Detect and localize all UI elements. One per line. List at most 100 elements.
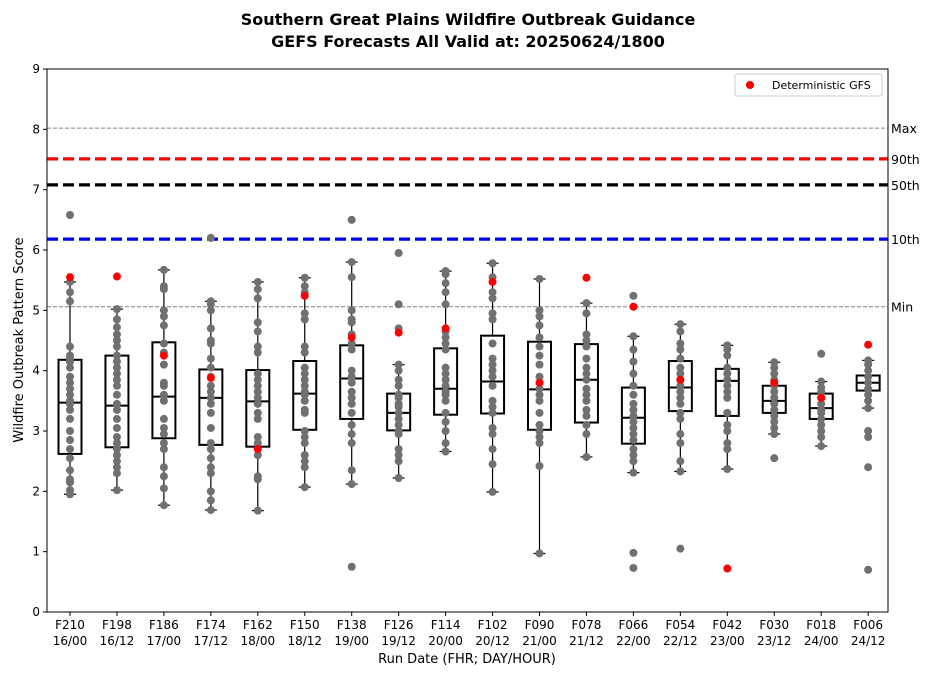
member-point: [112, 342, 121, 351]
member-point: [66, 445, 74, 454]
member-point: [488, 315, 497, 324]
deterministic-point: [441, 324, 450, 333]
y-tick-label: 1: [32, 545, 40, 559]
member-point: [66, 288, 74, 297]
member-point: [66, 363, 74, 372]
member-point: [112, 405, 121, 414]
member-point: [394, 390, 403, 399]
x-tick-label-fhr: F198: [102, 618, 132, 632]
member-point: [300, 309, 309, 318]
deterministic-point: [347, 333, 356, 342]
deterministic-point: [676, 375, 685, 384]
member-point: [300, 433, 309, 442]
member-point: [441, 333, 450, 342]
member-point: [206, 496, 215, 505]
member-point: [864, 384, 873, 393]
member-point: [347, 366, 356, 375]
member-point: [770, 423, 779, 432]
legend: Deterministic GFS: [734, 73, 883, 97]
deterministic-point: [535, 378, 544, 387]
member-point: [159, 390, 168, 399]
x-tick-label-fhr: F006: [853, 618, 883, 632]
deterministic-point: [300, 291, 309, 300]
member-point: [66, 486, 74, 495]
x-tick-label-fhr: F030: [759, 618, 789, 632]
member-point: [582, 384, 591, 393]
member-point: [112, 439, 121, 448]
deterministic-point: [253, 445, 262, 454]
member-point: [206, 506, 215, 515]
deterministic-point: [488, 277, 497, 286]
member-point: [112, 414, 121, 423]
member-point: [488, 487, 497, 496]
member-point: [66, 405, 74, 414]
member-point: [112, 381, 121, 390]
member-point: [66, 396, 74, 405]
member-point: [676, 363, 685, 372]
member-point: [864, 565, 873, 574]
member-point: [394, 375, 403, 384]
x-axis-label: Run Date (FHR; DAY/HOUR): [378, 652, 556, 667]
member-point: [535, 351, 544, 360]
member-point: [347, 466, 356, 475]
member-point: [535, 549, 544, 558]
member-point: [206, 336, 215, 345]
member-point: [253, 399, 262, 408]
member-point: [817, 427, 826, 435]
member-point: [394, 408, 403, 417]
member-point: [112, 330, 121, 339]
member-point: [206, 381, 215, 390]
member-point: [253, 318, 262, 327]
member-point: [441, 381, 450, 390]
member-point: [817, 420, 826, 429]
member-point: [159, 339, 168, 348]
member-point: [770, 358, 779, 367]
legend-label: Deterministic GFS: [772, 79, 871, 92]
member-point: [864, 427, 873, 435]
member-point: [535, 372, 544, 381]
member-point: [676, 457, 685, 466]
member-point: [723, 381, 732, 390]
x-tick-label-fhr: F078: [572, 618, 602, 632]
member-point: [723, 369, 732, 378]
deterministic-point: [159, 351, 168, 360]
member-point: [629, 369, 638, 378]
x-tick-label-fhr: F054: [665, 618, 695, 632]
plot-area: 0 1 2 3 4 5 6 7 8 9 Max 90th 50th 10th Min F210 16/00 F19…: [32, 62, 919, 648]
member-point: [535, 420, 544, 429]
member-point: [159, 445, 168, 454]
member-point: [347, 378, 356, 387]
member-point: [629, 399, 638, 408]
member-point: [300, 405, 309, 414]
deterministic-point: [864, 340, 873, 349]
member-point: [206, 399, 215, 408]
member-point: [441, 363, 450, 372]
member-point: [488, 339, 497, 348]
member-point: [66, 351, 74, 360]
member-point: [253, 294, 262, 303]
member-point: [629, 423, 638, 432]
x-tick-label-fhr: F126: [384, 618, 414, 632]
member-point: [629, 357, 638, 366]
member-point: [66, 454, 74, 463]
member-point: [676, 327, 685, 336]
member-point: [206, 363, 215, 372]
member-point: [488, 288, 497, 297]
chart-title: Southern Great Plains Wildfire Outbreak …: [241, 10, 696, 29]
member-point: [206, 354, 215, 363]
member-point: [347, 393, 356, 402]
x-tick-label-dayhour: 24/12: [851, 634, 886, 648]
y-tick-label: 9: [32, 62, 40, 76]
member-point: [300, 273, 309, 282]
member-point: [441, 369, 450, 378]
reference-line-label: Max: [891, 121, 917, 136]
member-point: [300, 387, 309, 396]
member-point: [66, 436, 74, 445]
member-point: [347, 315, 356, 324]
member-point: [159, 396, 168, 405]
legend-box: [734, 73, 883, 97]
member-point: [300, 463, 309, 472]
member-point: [253, 408, 262, 417]
member-point: [253, 348, 262, 357]
deterministic-point: [770, 378, 779, 387]
